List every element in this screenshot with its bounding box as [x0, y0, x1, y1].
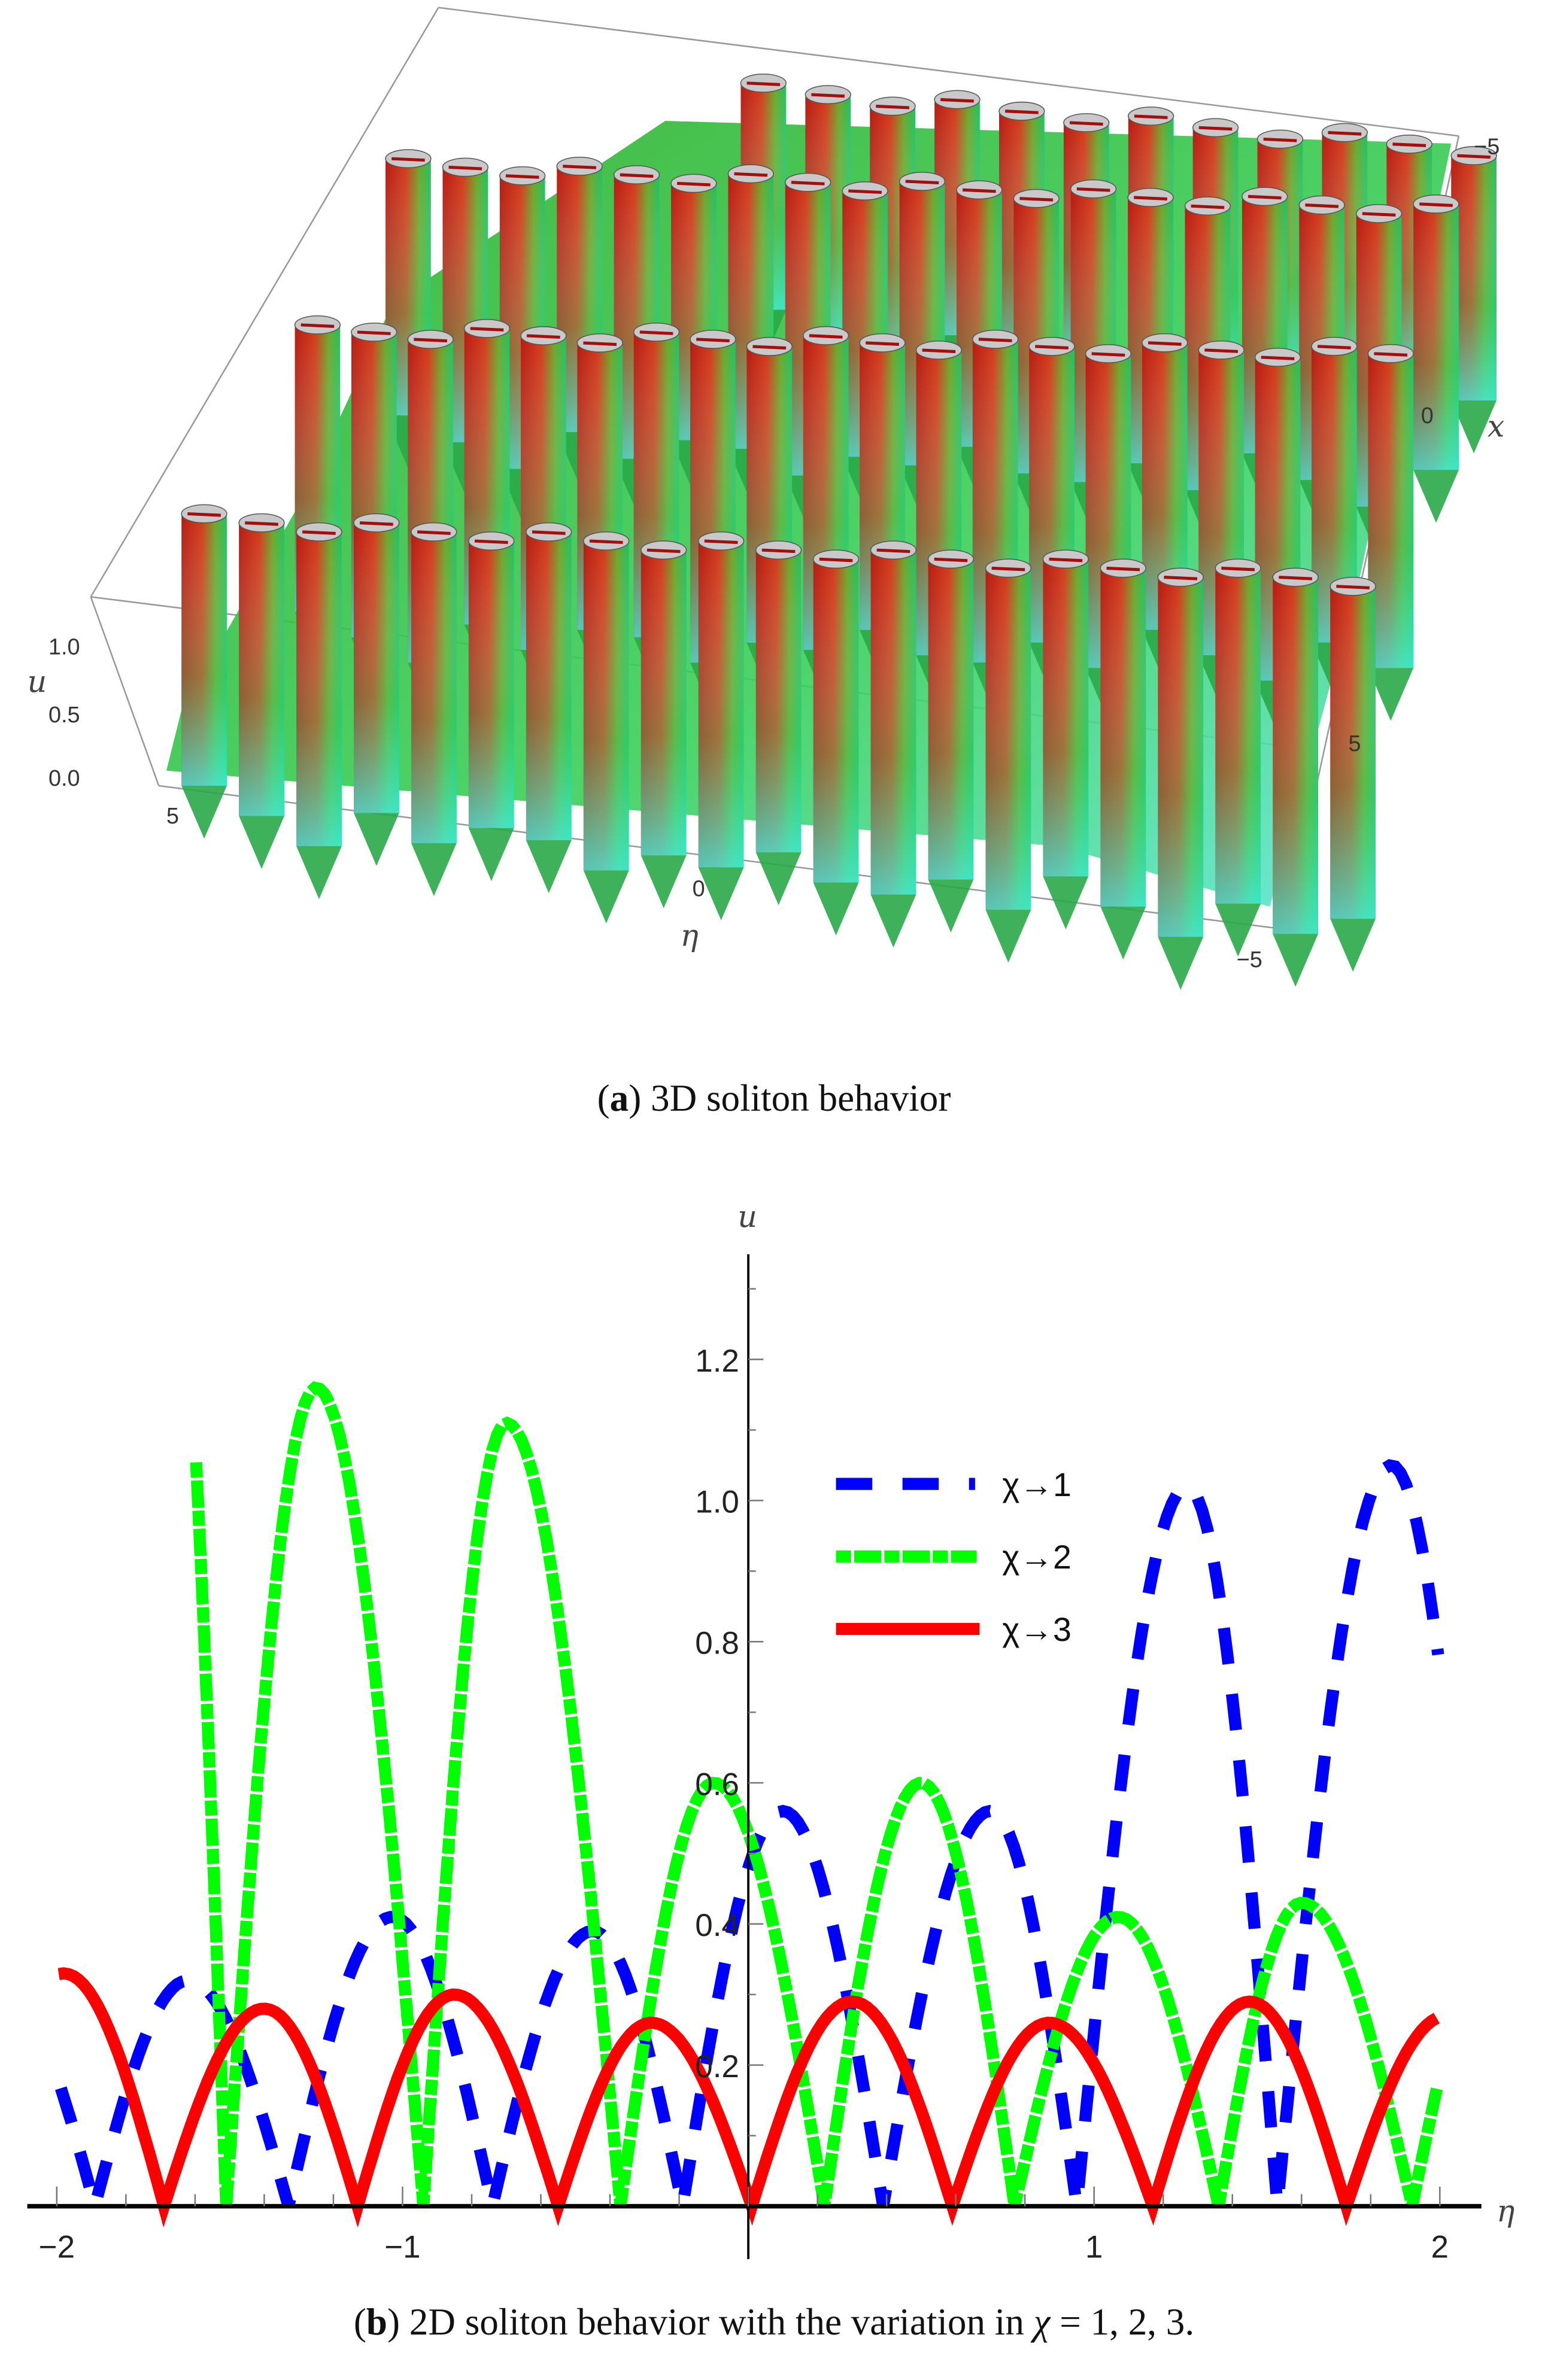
soliton-column: [1100, 558, 1146, 960]
x-tick-label: 5: [1349, 731, 1361, 756]
u-axis-label: u: [28, 664, 47, 699]
eta-tick-label: 5: [166, 804, 179, 829]
legend-label: χ→3: [1002, 1611, 1072, 1648]
series-line-3: [57, 1967, 1440, 2228]
x-axis: −5 0 5 x: [1349, 135, 1505, 756]
soliton-column: [411, 522, 457, 896]
soliton-column: [1450, 146, 1497, 454]
legend-label: χ→2: [1002, 1539, 1072, 1576]
caption-b-text: 2D soliton behavior with the variation i…: [400, 2301, 1034, 2343]
legend: χ→1 χ→2 χ→3: [836, 1466, 1072, 1648]
y-tick-label: 0.2: [695, 2049, 739, 2084]
legend-item: χ→1: [836, 1466, 1072, 1503]
eta-axis-3d: 5 0 −5 η: [166, 804, 1262, 972]
series-line-2: [190, 1381, 1443, 2208]
x-tick-label: 0: [1421, 403, 1434, 428]
soliton-column: [985, 558, 1032, 963]
soliton-column: [697, 531, 745, 920]
soliton-column: [1042, 549, 1089, 929]
x-axis-label: η: [1497, 2193, 1514, 2229]
legend-label: χ→1: [1002, 1466, 1072, 1503]
soliton-column: [1330, 576, 1376, 972]
u-axis: u 0.0 0.5 1.0: [28, 634, 80, 791]
soliton-column: [238, 513, 285, 869]
x-tick-label: −5: [1474, 135, 1500, 160]
y-tick-label: 0.8: [695, 1625, 739, 1661]
soliton-column: [1157, 567, 1204, 990]
soliton-column: [296, 522, 342, 899]
y-tick-label: 0.4: [695, 1908, 739, 1943]
soliton-column: [755, 540, 802, 905]
y-tick-label: 1.0: [695, 1485, 739, 1520]
caption-a: (a) 3D soliton behavior: [597, 1077, 951, 1119]
soliton-column: [1215, 558, 1261, 957]
soliton-column: [812, 549, 860, 936]
u-tick-label: 0.5: [48, 703, 80, 728]
soliton-column: [1272, 567, 1319, 987]
x-tick-label: −2: [39, 2229, 75, 2265]
surface-3d-plot: u 0.0 0.5 1.0 −5 0 5 x 5 0 −5 η: [28, 7, 1505, 990]
soliton-column: [526, 522, 572, 893]
x-axis-label: x: [1488, 409, 1504, 444]
y-axis-label: u: [737, 1199, 757, 1234]
y-tick-label: 0.6: [695, 1767, 739, 1802]
u-tick-label: 1.0: [48, 634, 80, 659]
x-tick-label: −1: [384, 2229, 420, 2265]
caption-a-letter: a: [610, 1077, 629, 1119]
x-tick-label: 2: [1431, 2229, 1449, 2265]
caption-b-tail: = 1, 2, 3.: [1050, 2301, 1194, 2343]
soliton-column: [353, 513, 400, 866]
caption-a-text: 3D soliton behavior: [641, 1077, 951, 1119]
caption-b-letter: b: [366, 2301, 387, 2343]
x-tick-label: 1: [1085, 2229, 1103, 2265]
soliton-column: [727, 164, 774, 502]
soliton-column: [1367, 344, 1414, 721]
soliton-column: [870, 540, 917, 948]
soliton-columns: [181, 73, 1497, 990]
line-chart-2d: −2 −1 1 2 0.2 0.4 0.6 0.8 1.0 1.2 u η χ→1 χ→2 χ→3: [27, 1199, 1514, 2265]
axes: −2 −1 1 2 0.2 0.4 0.6 0.8 1.0 1.2: [27, 1254, 1482, 2265]
caption-b-chi: χ: [1030, 2301, 1052, 2343]
series-layer: [55, 1381, 1444, 2230]
u-tick-label: 0.0: [48, 766, 80, 791]
soliton-column: [1413, 194, 1459, 523]
legend-item: χ→3: [836, 1611, 1072, 1648]
eta-tick-label: 0: [693, 876, 705, 901]
y-tick-label: 1.2: [695, 1344, 739, 1379]
soliton-column: [641, 540, 687, 908]
soliton-column: [468, 531, 515, 882]
eta-axis-label: η: [680, 918, 698, 953]
legend-item: χ→2: [836, 1539, 1072, 1576]
soliton-column: [927, 549, 975, 932]
soliton-column: [583, 531, 630, 923]
soliton-column: [181, 504, 227, 839]
series-line-1: [55, 1459, 1444, 2230]
eta-tick-label: −5: [1237, 947, 1262, 972]
caption-b: (b) 2D soliton behavior with the variati…: [354, 2301, 1194, 2343]
